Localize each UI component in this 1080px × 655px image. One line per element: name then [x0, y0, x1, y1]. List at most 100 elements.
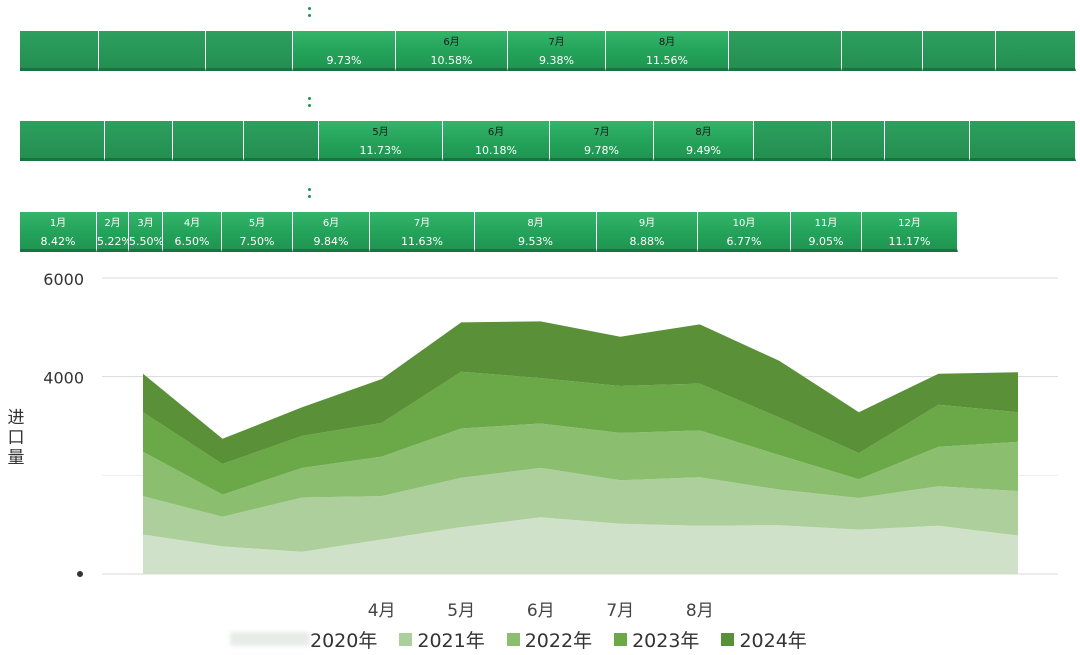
- strip-3-cell: 7月 11.63%: [370, 212, 475, 252]
- strip-cell-percent: 6.77%: [726, 235, 762, 248]
- strip-cell-month: 7月: [413, 218, 431, 229]
- strip-cell-percent: 8.88%: [629, 235, 665, 248]
- strip-2-cell: [244, 121, 319, 161]
- x-tick-label: 5月: [447, 601, 475, 621]
- strip-1-marker: [308, 7, 311, 21]
- strip-cell-percent: 9.49%: [686, 144, 721, 157]
- strip-3-cell: 3月 5.50%: [129, 212, 164, 252]
- strip-2-cell: [885, 121, 970, 161]
- legend-label: 2020年: [310, 629, 378, 652]
- strip-3-marker: [308, 188, 311, 202]
- strip-cell-month: 3月: [137, 218, 154, 229]
- area-series-2023年: [143, 371, 1018, 495]
- strip-2-cell: 7月 9.78%: [550, 121, 654, 161]
- strip-cell-percent: 11.63%: [401, 235, 443, 248]
- strip-1-cell: [99, 31, 206, 71]
- legend-swatch: [614, 632, 628, 646]
- strip-3-cell: 8月 9.53%: [475, 212, 597, 252]
- strip-cell-percent: 5.22%: [97, 235, 132, 248]
- strip-1-cell: [206, 31, 293, 71]
- strip-cell-month: 8月: [658, 37, 676, 48]
- strip-2-cell: [754, 121, 832, 161]
- strip-3-cell: 11月 9.05%: [791, 212, 862, 252]
- legend-label: 2022年: [524, 629, 593, 652]
- strip-3-cell: 10月 6.77%: [698, 212, 791, 252]
- strip-3-cell: 5月 7.50%: [222, 212, 293, 252]
- strip-cell-percent: 9.05%: [808, 235, 844, 248]
- strip-cell-month: 6月: [487, 127, 505, 138]
- strip-2-cell: [173, 121, 244, 161]
- legend-label: 2021年: [417, 629, 485, 652]
- strip-1-cell: 8月 11.56%: [606, 31, 729, 71]
- strip-cell-month: 12月: [898, 218, 921, 229]
- strip-2-cell: [20, 121, 105, 161]
- legend-swatch: [506, 632, 520, 646]
- strip-cell-percent: 5.50%: [129, 235, 164, 248]
- strip-cell-percent: 9.38%: [539, 54, 574, 67]
- strip-cell-percent: 9.84%: [313, 235, 349, 248]
- strip-3-cell: 1月 8.42%: [20, 212, 97, 252]
- strip-cell-percent: 11.56%: [646, 54, 688, 67]
- strip-cell-percent: 9.73%: [326, 54, 362, 67]
- strip-3-cell: 2月 5.22%: [97, 212, 132, 252]
- x-tick-label: 6月: [527, 601, 555, 621]
- strip-2-cell: [832, 121, 885, 161]
- x-tick-label: 7月: [606, 601, 634, 621]
- legend-item[interactable]: 2022年: [506, 626, 593, 653]
- import-volume-area-chart: 6000 4000 4月 5月 6月 7月 8月: [43, 270, 1058, 621]
- strip-cell-percent: 10.58%: [430, 54, 473, 67]
- strip-cell-month: 5月: [248, 218, 266, 229]
- strip-cell-month: 5月: [372, 127, 389, 138]
- strip-cell-percent: 7.50%: [239, 235, 275, 248]
- strip-cell-month: 8月: [695, 127, 712, 138]
- strip-cell-percent: 8.42%: [40, 235, 76, 248]
- strip-cell-month: 1月: [49, 218, 67, 229]
- strip-2-cell: 8月 9.49%: [654, 121, 754, 161]
- strip-1-cell: [842, 31, 923, 71]
- strip-cell-percent: 11.17%: [888, 235, 931, 248]
- legend-item[interactable]: 2021年: [399, 626, 485, 653]
- strip-cell-percent: 9.78%: [584, 144, 619, 157]
- strip-3-cell: 4月 6.50%: [163, 212, 222, 252]
- strip-3-cell: 9月 8.88%: [597, 212, 698, 252]
- chart-legend: 2020年 2021年 2022年 2023年 2024年: [230, 626, 829, 652]
- x-tick-label: 4月: [368, 601, 396, 621]
- legend-obscured-region: [230, 632, 310, 646]
- strip-cell-month: 9月: [638, 218, 656, 229]
- legend-item[interactable]: 2023年: [614, 626, 699, 653]
- area-series-2021年: [143, 467, 1018, 552]
- strip-3-cell: 12月 11.17%: [862, 212, 958, 252]
- strip-cell-month: 6月: [322, 218, 340, 229]
- strip-1-cell: 7月 9.38%: [508, 31, 606, 71]
- strip-1-cell: [996, 31, 1076, 71]
- strip-1-cell: [729, 31, 842, 71]
- strip-2-cell: 6月 10.18%: [443, 121, 550, 161]
- strip-cell-percent: 9.53%: [518, 235, 553, 248]
- strip-cell-percent: 6.50%: [174, 235, 210, 248]
- strip-cell-month: 8月: [527, 218, 544, 229]
- x-tick-label: 8月: [686, 601, 714, 621]
- strip-2-cell: [970, 121, 1076, 161]
- legend-swatch: [721, 632, 735, 646]
- area-series-2024年: [143, 321, 1018, 464]
- legend-swatch: [399, 632, 413, 646]
- y-tick-label: 6000: [43, 270, 84, 289]
- legend-item[interactable]: 2024年: [721, 626, 807, 653]
- strip-3-cell: 6月 9.84%: [293, 212, 370, 252]
- strip-1-cell: 6月 10.58%: [396, 31, 508, 71]
- strip-1-cell: 9.73%: [293, 31, 396, 71]
- y-tick-label: 4000: [43, 369, 84, 388]
- month-share-strips: 9.73% 6月 10.58% 7月 9.38% 8月 11.56% 5月 11.73% 6月 10…: [0, 0, 1080, 260]
- strip-cell-month: 7月: [548, 37, 565, 48]
- legend-label: 2023年: [632, 629, 700, 652]
- strip-2-marker: [308, 97, 311, 111]
- legend-item[interactable]: 2020年: [310, 626, 377, 653]
- strip-2-cell: 5月 11.73%: [319, 121, 443, 161]
- strip-cell-percent: 10.18%: [475, 144, 517, 157]
- y-axis-label: 进口量: [7, 408, 25, 468]
- area-series-2022年: [143, 423, 1018, 517]
- legend-label: 2024年: [739, 629, 807, 652]
- strip-cell-month: 7月: [593, 127, 610, 138]
- strip-1-cell: [20, 31, 99, 71]
- strip-cell-percent: 11.73%: [359, 144, 402, 157]
